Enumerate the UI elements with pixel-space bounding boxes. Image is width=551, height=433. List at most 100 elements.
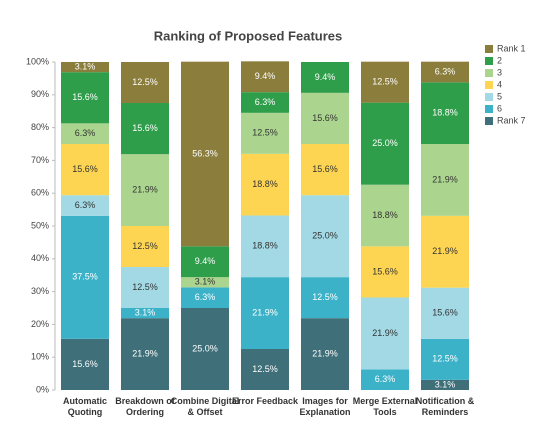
bar-segment [301,277,349,319]
data-label: 21.9% [132,348,158,358]
bar-segment [181,308,229,390]
bar-segment [61,215,109,339]
y-tick-label: 70% [31,155,49,165]
y-tick-label: 60% [31,188,49,198]
data-label: 25.0% [372,138,398,148]
data-label: 25.0% [312,231,338,241]
bar-segment [421,287,469,339]
data-label: 15.6% [432,308,458,318]
data-label: 12.5% [132,241,158,251]
y-tick-label: 100% [26,56,49,66]
bar-segment [301,195,349,278]
legend-label: 6 [497,103,502,113]
bar-segment [61,62,109,73]
bar-segment [361,184,409,247]
data-label: 3.1% [75,61,96,71]
bar-segment [121,318,169,390]
x-tick-label: Images for Explanation [299,396,351,417]
data-label: 18.8% [372,210,398,220]
data-label: 15.6% [72,359,98,369]
legend-swatch [485,117,493,125]
bar-segment [61,144,109,196]
bar-segment [421,144,469,216]
data-label: 12.5% [252,128,278,138]
data-label: 6.3% [255,97,276,107]
data-label: 15.6% [132,123,158,133]
data-label: 21.9% [252,307,278,317]
data-label: 12.5% [132,282,158,292]
bar-segment [121,103,169,155]
bar-segment [121,226,169,267]
data-label: 12.5% [312,292,338,302]
data-label: 6.3% [75,128,96,138]
x-tick-label: Breakdown of Ordering [115,396,175,417]
legend-swatch [485,105,493,113]
x-tick-label: Automatic Quoting [62,396,107,417]
y-tick-label: 80% [31,122,49,132]
bar-segment [121,62,169,103]
legend-label: Rank 1 [497,43,526,53]
data-label: 15.6% [72,164,98,174]
bar-segment [121,154,169,226]
data-label: 25.0% [192,343,218,353]
bar-segment [301,318,349,390]
bar-segment [361,102,409,185]
bar-segment [61,123,109,144]
x-tick-label: Notification & Reminders [415,396,475,417]
data-label: 12.5% [252,364,278,374]
data-label: 12.5% [132,77,158,87]
bar-segment [361,297,409,370]
bar-segment [361,246,409,298]
data-label: 37.5% [72,272,98,282]
data-label: 9.4% [195,256,216,266]
data-label: 15.6% [372,266,398,276]
data-label: 6.3% [435,66,456,76]
data-label: 3.1% [435,379,456,389]
bar-segment [241,92,289,113]
legend-label: 5 [497,91,502,101]
bar-segment [421,338,469,380]
bar-segment [301,92,349,144]
bar-segment [241,61,289,93]
bar-segment [61,72,109,124]
x-tick-label: Merge External Tools [352,396,418,417]
data-label: 18.8% [252,179,278,189]
data-label: 15.6% [312,113,338,123]
legend-swatch [485,57,493,65]
y-tick-label: 50% [31,220,49,230]
y-tick-label: 10% [31,352,49,362]
data-label: 21.9% [432,246,458,256]
data-label: 21.9% [132,184,158,194]
bar-segment [421,82,469,144]
data-label: 3.1% [195,277,216,287]
legend-swatch [485,93,493,101]
data-label: 12.5% [432,354,458,364]
y-tick-label: 0% [36,384,49,394]
data-label: 21.9% [372,328,398,338]
bar-segment [61,195,109,216]
data-label: 9.4% [315,72,336,82]
chart-title: Ranking of Proposed Features [154,28,343,43]
data-label: 18.8% [432,108,458,118]
y-tick-label: 20% [31,319,49,329]
bar-segment [181,61,229,247]
legend-swatch [485,69,493,77]
legend-label: 2 [497,55,502,65]
legend-label: Rank 7 [497,115,526,125]
data-label: 9.4% [255,71,276,81]
data-label: 18.8% [252,241,278,251]
data-label: 15.6% [72,92,98,102]
x-tick-label: Combine Digital & Offset [170,396,240,417]
bar-segment [181,277,229,288]
bar-segment [301,144,349,196]
bar-segment [241,153,289,216]
data-label: 6.3% [195,292,216,302]
y-tick-label: 90% [31,89,49,99]
data-label: 21.9% [432,174,458,184]
x-tick-label: Error Feedback [231,396,299,406]
bar-segment [421,61,469,83]
bar-segment [241,112,289,154]
data-label: 12.5% [372,77,398,87]
bar-segment [241,277,289,349]
